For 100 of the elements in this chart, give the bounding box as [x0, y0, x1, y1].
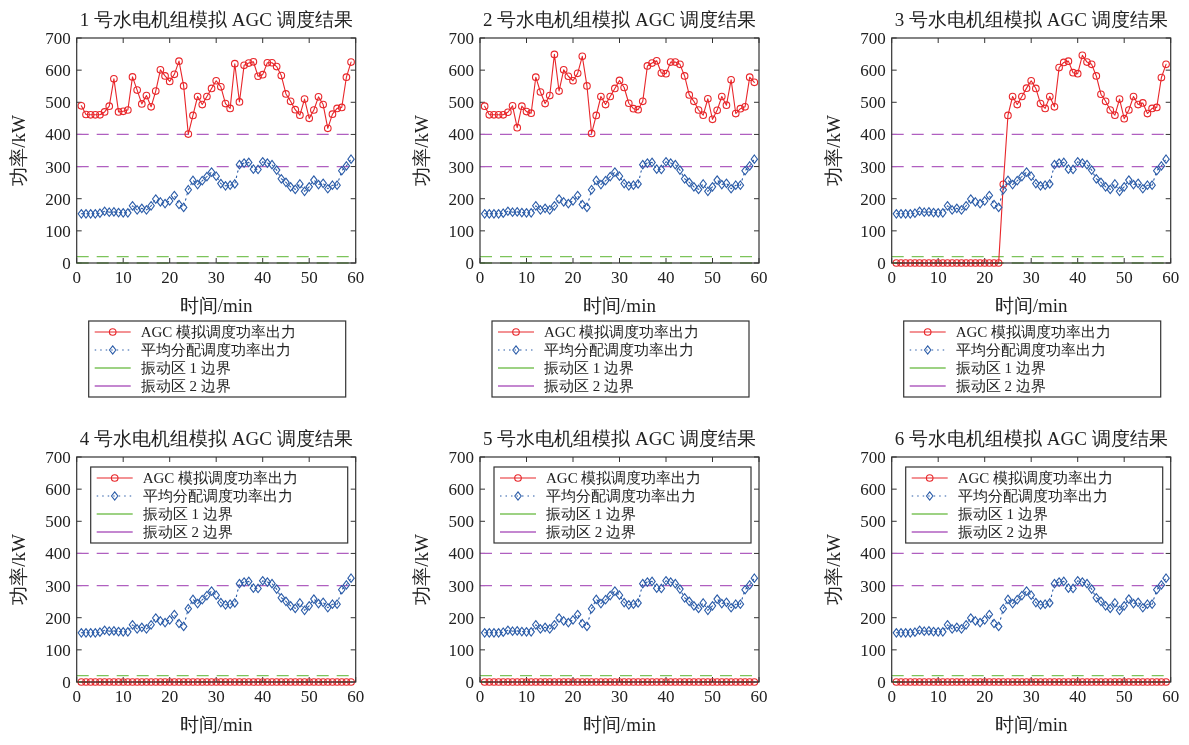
y-tick-label: 400 — [45, 125, 71, 145]
point — [643, 678, 652, 686]
point — [732, 180, 740, 190]
point — [545, 91, 554, 100]
x-tick-label: 30 — [207, 268, 225, 287]
point — [1101, 678, 1110, 686]
point — [990, 618, 998, 629]
point — [1073, 69, 1082, 78]
point — [96, 678, 104, 686]
point — [629, 678, 638, 686]
legend-label: 振动区 2 边界 — [546, 524, 636, 540]
point — [314, 598, 323, 609]
point — [328, 678, 337, 686]
point — [337, 103, 346, 112]
point — [662, 157, 670, 167]
x-axis-title: 时间/min — [583, 295, 657, 316]
point — [620, 178, 628, 189]
point — [314, 92, 323, 101]
point — [1106, 678, 1115, 686]
y-tick-label: 0 — [877, 673, 886, 692]
point — [750, 154, 759, 164]
point — [531, 73, 540, 82]
point — [522, 208, 531, 218]
point — [587, 129, 596, 138]
point — [230, 59, 239, 68]
point — [217, 597, 225, 608]
point — [286, 182, 295, 192]
y-tick-label: 100 — [448, 221, 474, 241]
legend-label: 振动区 2 边界 — [140, 378, 231, 394]
point — [100, 625, 109, 635]
legend-label: 平均分配调度功率出力 — [546, 488, 696, 504]
point — [536, 624, 545, 634]
point — [550, 678, 559, 686]
point — [639, 578, 647, 589]
point — [119, 627, 127, 637]
point — [142, 624, 151, 634]
point — [671, 159, 680, 170]
point — [152, 194, 160, 204]
point — [676, 678, 684, 686]
point — [976, 678, 984, 686]
point — [690, 97, 698, 106]
point — [985, 190, 994, 201]
point — [966, 259, 975, 267]
point — [338, 585, 346, 595]
point — [699, 678, 708, 686]
point — [994, 678, 1003, 686]
point — [527, 627, 535, 637]
point — [291, 678, 300, 686]
point — [634, 179, 642, 189]
point — [713, 678, 721, 686]
point — [254, 72, 262, 81]
point — [906, 209, 915, 219]
point — [263, 158, 272, 168]
point — [161, 72, 169, 80]
point — [105, 207, 113, 217]
point — [550, 620, 559, 630]
point — [925, 678, 933, 686]
point — [1143, 180, 1152, 190]
x-tick-label: 10 — [929, 687, 947, 706]
point — [536, 88, 545, 96]
point — [300, 186, 309, 197]
point — [573, 69, 582, 78]
point — [601, 175, 610, 186]
point — [1138, 99, 1147, 107]
point — [333, 104, 341, 113]
point — [652, 164, 661, 174]
point — [943, 259, 952, 267]
point — [920, 626, 928, 636]
point — [231, 598, 239, 608]
point — [980, 678, 989, 686]
point — [620, 597, 628, 608]
point — [221, 600, 230, 610]
point — [615, 678, 624, 686]
point — [643, 62, 652, 70]
x-tick-label: 10 — [929, 268, 947, 287]
point — [564, 198, 573, 209]
point — [666, 577, 675, 587]
point — [193, 678, 202, 686]
point — [296, 598, 304, 608]
point — [897, 259, 905, 267]
point — [957, 624, 966, 634]
y-tick-label: 500 — [448, 93, 474, 113]
point — [639, 159, 647, 170]
point — [494, 678, 503, 686]
point — [704, 605, 712, 616]
point — [499, 110, 508, 119]
point — [1050, 159, 1059, 170]
point — [1073, 576, 1082, 586]
point — [1111, 598, 1119, 608]
point — [244, 678, 253, 686]
legend-label: AGC 模拟调度功率出力 — [546, 470, 702, 486]
x-axis-title: 时间/min — [179, 295, 254, 316]
point — [235, 98, 244, 106]
point — [694, 184, 703, 195]
point — [550, 201, 559, 211]
point — [240, 158, 248, 168]
point — [994, 621, 1003, 632]
point — [268, 578, 276, 589]
point — [518, 678, 526, 686]
point — [699, 179, 707, 189]
